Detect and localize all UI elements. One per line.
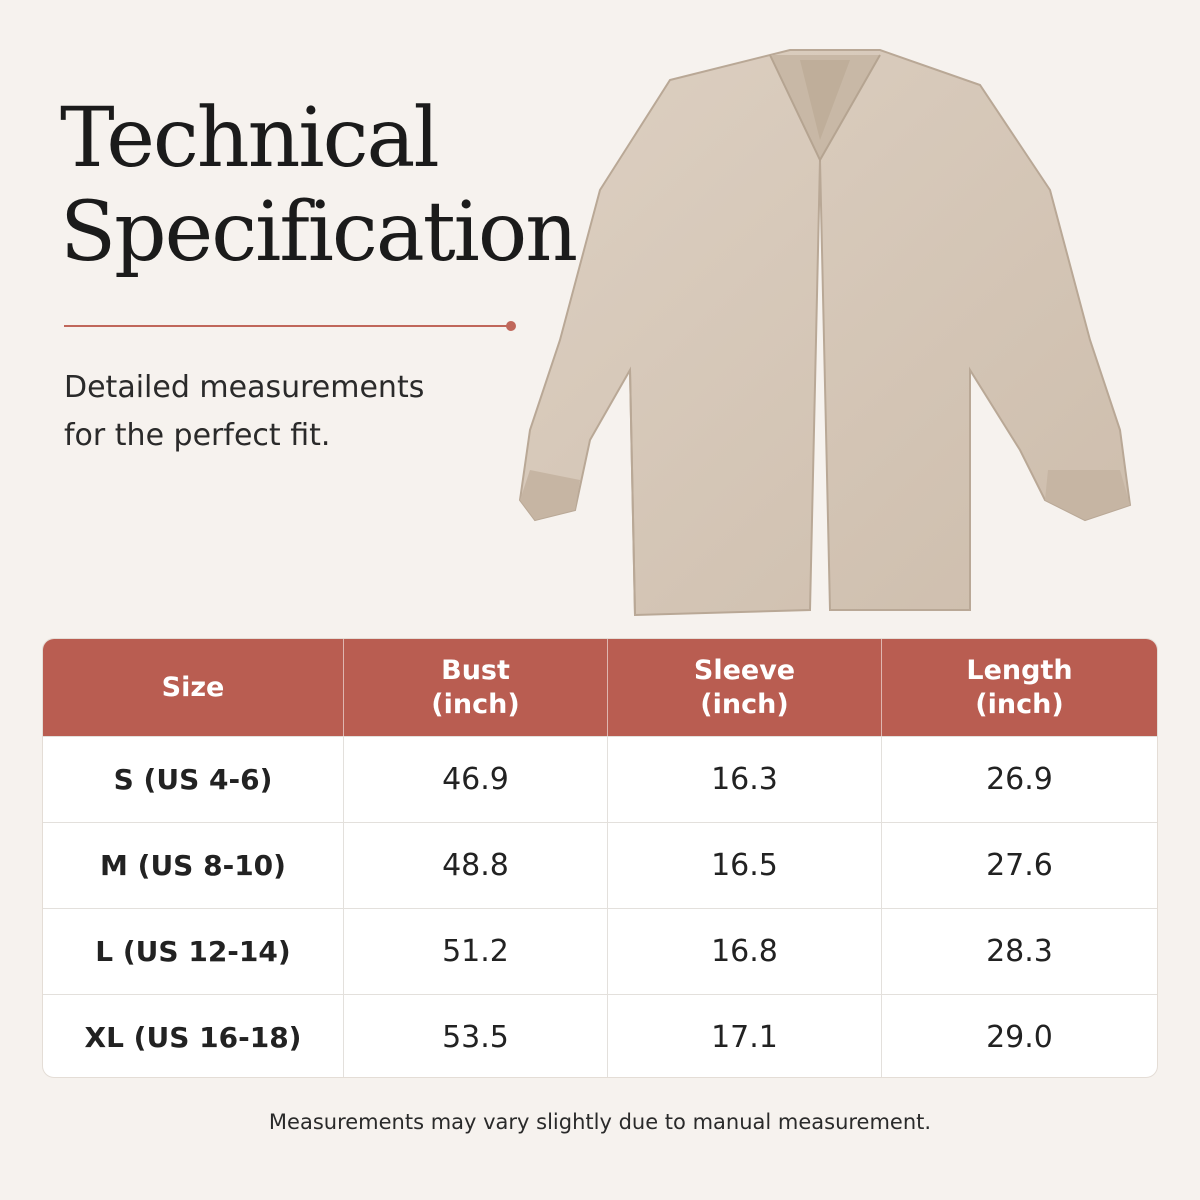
header-text: Size (161, 671, 225, 703)
size-cell: L (US 12-14) (95, 935, 291, 968)
table-row: S (US 4-6) 46.9 16.3 26.9 (43, 736, 1157, 822)
subtitle: Detailed measurements for the perfect fit… (64, 364, 424, 460)
table-row: XL (US 16-18) 53.5 17.1 29.0 (43, 994, 1157, 1077)
header-text: Length (966, 654, 1073, 686)
measurement-cell: 26.9 (881, 737, 1157, 822)
divider (64, 325, 508, 327)
measurement-cell: 16.8 (607, 909, 881, 994)
size-cell: S (US 4-6) (113, 763, 273, 796)
header-cell: Size (43, 639, 343, 736)
size-table: Size Bust (inch) Sleeve (inch) Length (inch) S … (42, 638, 1158, 1078)
header-text: Sleeve (693, 654, 796, 686)
measurement-cell: 16.5 (607, 823, 881, 908)
cardigan-seam (629, 369, 971, 616)
measurement-cell: 53.5 (343, 995, 607, 1077)
header-text: Bust (441, 654, 510, 686)
cardigan-body (518, 49, 1132, 617)
measurement-cell: 29.0 (881, 995, 1157, 1077)
divider-dot (506, 321, 516, 331)
table-row: M (US 8-10) 48.8 16.5 27.6 (43, 822, 1157, 908)
header-text: (inch) (700, 688, 789, 720)
size-cell: M (US 8-10) (100, 849, 286, 882)
measurement-cell: 28.3 (881, 909, 1157, 994)
header-text: (inch) (975, 688, 1064, 720)
table-row: L (US 12-14) 51.2 16.8 28.3 (43, 908, 1157, 994)
measurement-cell: 51.2 (343, 909, 607, 994)
subtitle-line: for the perfect fit. (64, 418, 331, 453)
measurement-cell: 46.9 (343, 737, 607, 822)
cardigan-inner (800, 60, 850, 140)
subtitle-line: Detailed measurements (64, 370, 425, 405)
measurement-cell: 16.3 (607, 737, 881, 822)
header-text: (inch) (431, 688, 520, 720)
header-row: Size Bust (inch) Sleeve (inch) Length (inch) (43, 639, 1157, 736)
header-cell: Sleeve (inch) (607, 639, 881, 736)
measurement-cell: 48.8 (343, 823, 607, 908)
header-cell: Bust (inch) (343, 639, 607, 736)
cardigan-cuff (520, 470, 1130, 520)
size-cell: XL (US 16-18) (84, 1021, 302, 1054)
title-line: Specification (60, 185, 578, 280)
title: Technical Specification (60, 91, 578, 280)
cardigan-illustration (518, 49, 1132, 617)
title-line: Technical (60, 91, 440, 186)
measurement-cell: 17.1 (607, 995, 881, 1077)
measurement-cell: 27.6 (881, 823, 1157, 908)
header-cell: Length (inch) (881, 639, 1157, 736)
footer-note: Measurements may vary slightly due to ma… (268, 1110, 932, 1134)
